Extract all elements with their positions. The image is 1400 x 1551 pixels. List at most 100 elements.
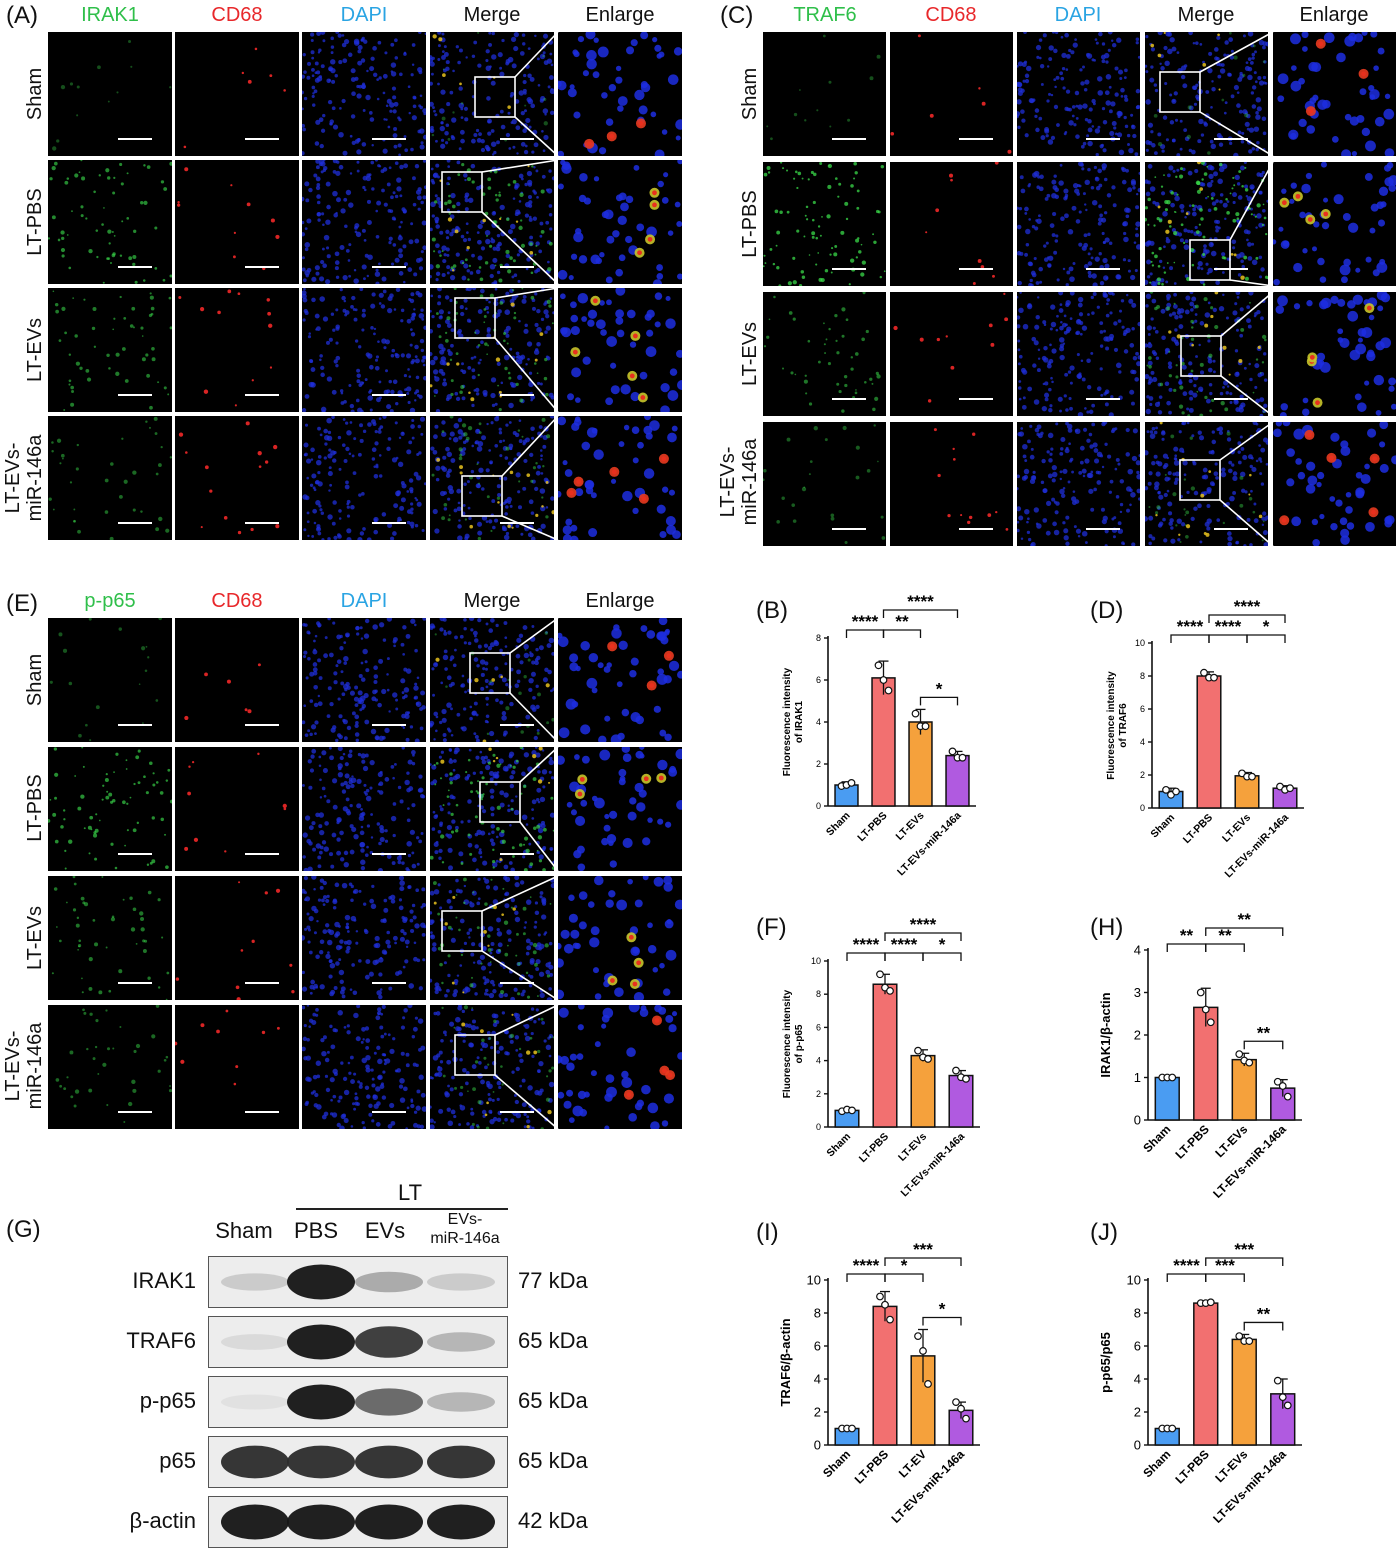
significance-marker: *: [939, 1300, 946, 1319]
wb-band: [427, 1392, 495, 1412]
wb-protein-label: p-p65: [139, 1388, 196, 1413]
significance-bracket: [1243, 1040, 1284, 1050]
scale-bar: [832, 528, 866, 530]
significance-bracket: [884, 1257, 962, 1266]
micrograph-c-r2-enlarge: [1273, 162, 1396, 286]
data-point: [962, 1074, 970, 1083]
data-point: [876, 970, 884, 979]
scale-bar: [1086, 528, 1120, 530]
wb-band: [427, 1445, 495, 1479]
scale-bar: [500, 138, 534, 140]
micrograph-a-r3-dapi: [302, 288, 426, 412]
wb-group-line: [296, 1208, 508, 1210]
micrograph-c-r1-enlarge: [1273, 32, 1396, 156]
significance-marker: ****: [853, 935, 880, 954]
y-tick-label: 6: [814, 1338, 821, 1353]
col-header-e-4: Merge: [463, 590, 521, 612]
y-tick-label: 0: [1140, 803, 1145, 813]
col-header-e-2: CD68: [211, 590, 263, 612]
micrograph-c-r3-red: [890, 292, 1013, 416]
data-point: [1196, 988, 1205, 997]
wb-kda-label: 65 kDa: [518, 1328, 588, 1353]
micrograph-c-r3-green: [763, 292, 886, 416]
col-header-a-1: IRAK1: [81, 4, 139, 26]
x-tick-label: LT-EVs-miR-146a: [1210, 1122, 1289, 1201]
significance-bracket: [1246, 634, 1286, 643]
chart-panel-label: (F): [756, 914, 787, 941]
col-header-c-2: CD68: [925, 4, 977, 26]
micrograph-a-r4-merge: [430, 416, 554, 540]
x-tick-label: LT-PBS: [1172, 1447, 1211, 1486]
data-point: [879, 676, 888, 684]
micrograph-e-r2-green: [48, 747, 172, 871]
scale-bar: [372, 982, 406, 984]
data-point: [1206, 1018, 1215, 1027]
wb-band: [427, 1273, 495, 1291]
x-tick-label: Sham: [1140, 1447, 1173, 1480]
data-point: [1235, 1332, 1244, 1340]
x-tick-label: LT-PBS: [857, 1131, 891, 1165]
x-tick-label: LT-EVs: [896, 1131, 929, 1164]
data-point: [958, 753, 967, 762]
micrograph-e-r2-merge: [430, 747, 554, 871]
wb-group-label: LT: [397, 1180, 423, 1205]
x-tick-label: LT-EVs: [1220, 812, 1253, 845]
significance-marker: **: [1257, 1304, 1271, 1323]
micrograph-a-r4-enlarge: [558, 416, 682, 540]
significance-bracket: [882, 629, 922, 638]
x-tick-label: LT-EVs-miR-146a: [889, 1447, 968, 1526]
micrograph-grid-c: [763, 31, 1397, 547]
y-tick-label: 4: [816, 1056, 821, 1066]
y-tick-label: 4: [1140, 737, 1145, 747]
micrograph-a-r3-merge: [430, 288, 554, 412]
y-tick-label: 10: [807, 1272, 821, 1287]
significance-marker: ****: [910, 915, 937, 934]
wb-lane-evs: EVs: [364, 1218, 406, 1243]
data-point: [1201, 1005, 1210, 1014]
y-axis-label: IRAK1/β-actin: [1098, 992, 1113, 1077]
significance-marker: ***: [1215, 1256, 1235, 1275]
micrograph-a-r4-green: [48, 416, 172, 540]
significance-marker: ****: [1173, 1256, 1200, 1275]
scale-bar: [1214, 398, 1248, 400]
scale-bar: [500, 724, 534, 726]
significance-marker: *: [936, 679, 943, 698]
data-point: [1286, 784, 1294, 793]
data-point: [884, 686, 893, 695]
wb-band: [355, 1326, 423, 1358]
significance-marker: *: [1263, 617, 1270, 636]
data-point: [881, 1300, 889, 1309]
micrograph-c-r2-red: [890, 162, 1013, 286]
significance-bracket: [922, 1316, 962, 1326]
scale-bar: [372, 724, 406, 726]
micrograph-c-r3-dapi: [1017, 292, 1140, 416]
significance-marker: ***: [1234, 1240, 1254, 1259]
panel-label-a: (A): [6, 2, 38, 29]
y-tick-label: 0: [816, 1122, 821, 1132]
col-header-c-1: TRAF6: [793, 4, 857, 26]
micrograph-a-r1-dapi: [302, 32, 426, 156]
scale-bar: [1086, 138, 1120, 140]
wb-band: [355, 1504, 423, 1540]
significance-marker: **: [1257, 1023, 1271, 1042]
data-point: [1283, 1401, 1292, 1410]
significance-bracket: [845, 629, 885, 638]
y-tick-label: 4: [816, 717, 821, 727]
micrograph-a-r4-red: [175, 416, 299, 540]
bar-2: [1231, 1338, 1257, 1446]
scale-bar: [832, 268, 866, 270]
significance-marker: *: [901, 1256, 908, 1275]
chart-panel-label: (D): [1090, 597, 1123, 624]
y-axis-label: p-p65/p65: [1098, 1332, 1113, 1393]
x-tick-label: LT-EVs-miR-146a: [1223, 812, 1292, 881]
micrograph-e-r1-dapi: [302, 618, 426, 742]
x-tick-label: LT-PBS: [852, 1447, 891, 1486]
scale-bar: [1214, 138, 1248, 140]
significance-marker: **: [895, 612, 909, 631]
micrograph-a-r1-enlarge: [558, 32, 682, 156]
scale-bar: [372, 138, 406, 140]
data-point: [924, 1055, 932, 1063]
data-point: [921, 722, 930, 731]
significance-bracket: [884, 1273, 924, 1282]
bar-3: [948, 1074, 974, 1128]
